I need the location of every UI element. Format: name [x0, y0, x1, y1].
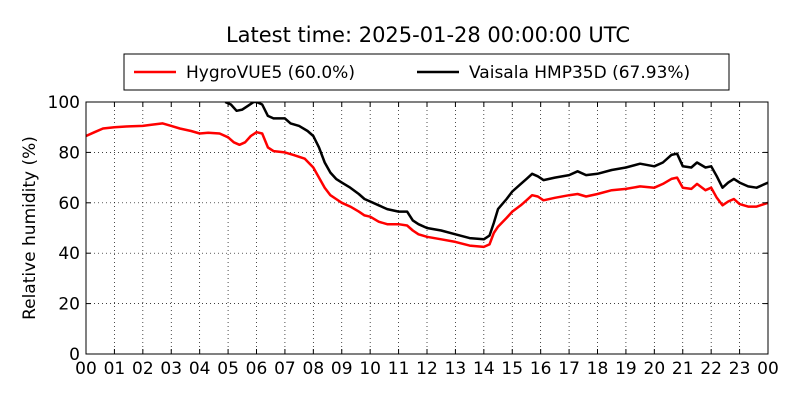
chart-title: Latest time: 2025-01-28 00:00:00 UTC [226, 23, 630, 47]
x-tick-label: 16 [530, 359, 552, 379]
x-tick-label: 17 [558, 359, 580, 379]
x-tick-label: 13 [445, 359, 467, 379]
y-tick-label: 60 [58, 194, 80, 214]
x-tick-label: 15 [501, 359, 523, 379]
x-tick-label: 10 [359, 359, 381, 379]
x-tick-label: 14 [473, 359, 495, 379]
x-tick-label: 00 [757, 359, 779, 379]
x-tick-label: 08 [303, 359, 325, 379]
x-tick-label: 06 [246, 359, 268, 379]
legend-label-vaisala: Vaisala HMP35D (67.93%) [469, 63, 690, 83]
x-tick-label: 01 [104, 359, 126, 379]
x-tick-label: 02 [132, 359, 154, 379]
x-tick-label: 21 [672, 359, 694, 379]
x-tick-label: 12 [416, 359, 438, 379]
x-tick-label: 11 [388, 359, 410, 379]
y-axis-tick-labels: 0 20 40 60 80 100 [48, 93, 80, 365]
axis-ticks [85, 101, 769, 355]
x-tick-label: 18 [587, 359, 609, 379]
x-tick-label: 04 [189, 359, 211, 379]
x-tick-label: 19 [615, 359, 637, 379]
x-tick-label: 00 [75, 359, 97, 379]
x-tick-label: 20 [644, 359, 666, 379]
y-tick-label: 80 [58, 143, 80, 163]
x-axis-tick-labels: 00 01 02 03 04 05 06 07 08 09 10 11 12 13 14 15 16 17 18 19… [75, 359, 779, 379]
y-tick-label: 100 [48, 93, 80, 113]
x-tick-label: 09 [331, 359, 353, 379]
x-tick-label: 05 [217, 359, 239, 379]
x-tick-label: 03 [160, 359, 182, 379]
y-tick-label: 20 [58, 295, 80, 315]
plot-area [86, 102, 768, 249]
y-tick-label: 40 [58, 244, 80, 264]
x-tick-label: 07 [274, 359, 296, 379]
y-tick-label: 0 [69, 345, 80, 365]
y-axis-label: Relative humidity (%) [20, 136, 40, 320]
x-tick-label: 22 [700, 359, 722, 379]
legend-label-hygrovue5: HygroVUE5 (60.0%) [186, 63, 355, 83]
x-tick-label: 23 [729, 359, 751, 379]
series-line-1 [224, 102, 768, 241]
legend: HygroVUE5 (60.0%) Vaisala HMP35D (67.93%… [123, 53, 730, 91]
series-line-0 [86, 122, 768, 249]
